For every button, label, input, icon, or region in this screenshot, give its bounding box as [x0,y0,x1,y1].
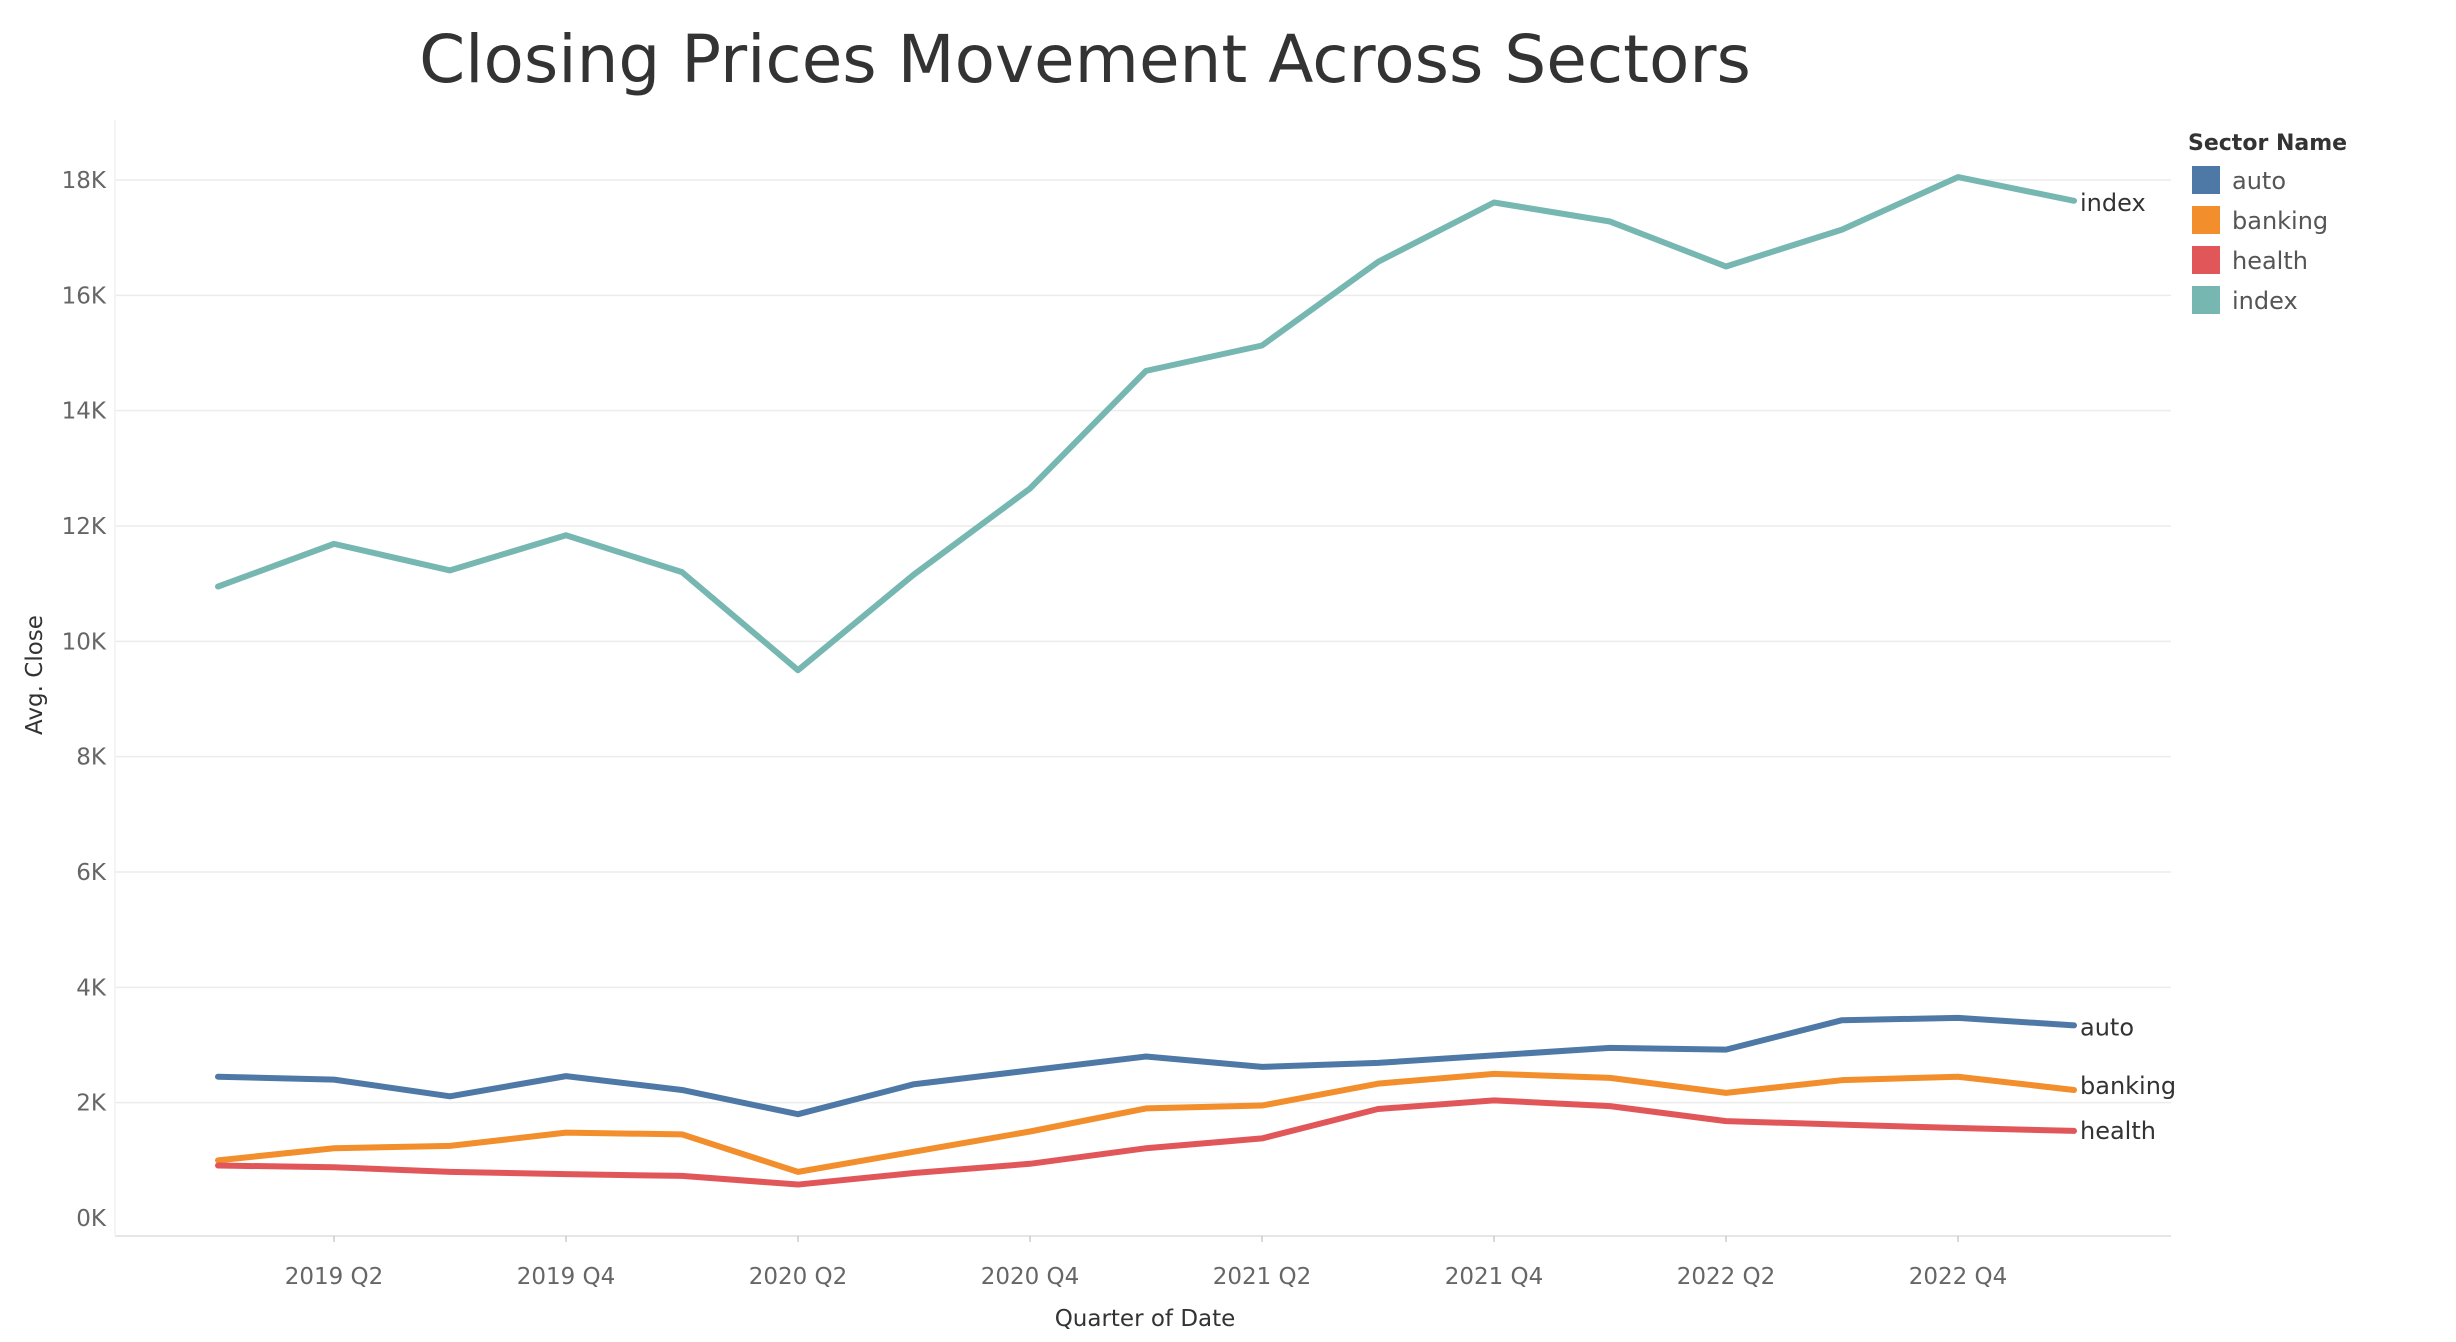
legend-title: Sector Name [2188,131,2347,156]
y-axis-title: Avg. Close [22,615,48,735]
series-end-label-index: index [2080,189,2146,217]
legend-swatch-banking [2192,206,2220,234]
x-tick-label: 2021 Q2 [1213,1264,1312,1290]
series-line-banking [215,1070,2077,1175]
y-tick-label: 18K [62,168,107,194]
y-tick-label: 2K [76,1091,107,1117]
y-tick-label: 6K [76,860,107,886]
legend-label-index: index [2232,287,2298,315]
legend-items: auto banking health index [2192,166,2328,315]
legend-swatch-auto [2192,166,2220,194]
y-tick-label: 4K [76,975,107,1001]
legend-swatch-index [2192,286,2220,314]
series-line-index [215,174,2077,674]
series-end-label-auto: auto [2080,1013,2134,1041]
legend-label-health: health [2232,247,2308,275]
y-tick-label: 12K [62,514,107,540]
series-lines [215,174,2077,1188]
series-end-label-health: health [2080,1117,2156,1145]
x-tick-label: 2020 Q4 [981,1264,1080,1290]
legend-swatch-health [2192,246,2220,274]
y-tick-label: 10K [62,629,107,655]
gridlines [115,179,2171,1104]
y-tick-label: 16K [62,283,107,309]
x-tick-label: 2022 Q4 [1909,1264,2008,1290]
y-tick-label: 0K [76,1206,107,1232]
legend: Sector Name auto banking health index [2188,131,2347,315]
x-tick-label: 2021 Q4 [1445,1264,1544,1290]
series-end-label-banking: banking [2080,1072,2176,1100]
x-tick-label: 2020 Q2 [749,1264,848,1290]
x-axis-title: Quarter of Date [1055,1306,1236,1332]
x-axis-ticks: 2019 Q2 2019 Q4 2020 Q2 2020 Q4 2021 Q2 2021 … [285,1236,2008,1290]
series-end-labels: auto banking health index [2080,189,2176,1145]
y-tick-label: 14K [62,399,107,425]
chart-title: Closing Prices Movement Across Sectors [419,21,1751,98]
series-line-auto [215,1014,2077,1118]
series-line-health [215,1097,2077,1188]
x-tick-label: 2019 Q4 [517,1264,616,1290]
legend-label-auto: auto [2232,167,2286,195]
x-tick-label: 2019 Q2 [285,1264,384,1290]
legend-label-banking: banking [2232,207,2328,235]
y-axis-ticks: 0K 2K 4K 6K 8K 10K 12K 14K 16K 18K [62,168,107,1232]
x-tick-label: 2022 Q2 [1677,1264,1776,1290]
y-tick-label: 8K [76,745,107,771]
